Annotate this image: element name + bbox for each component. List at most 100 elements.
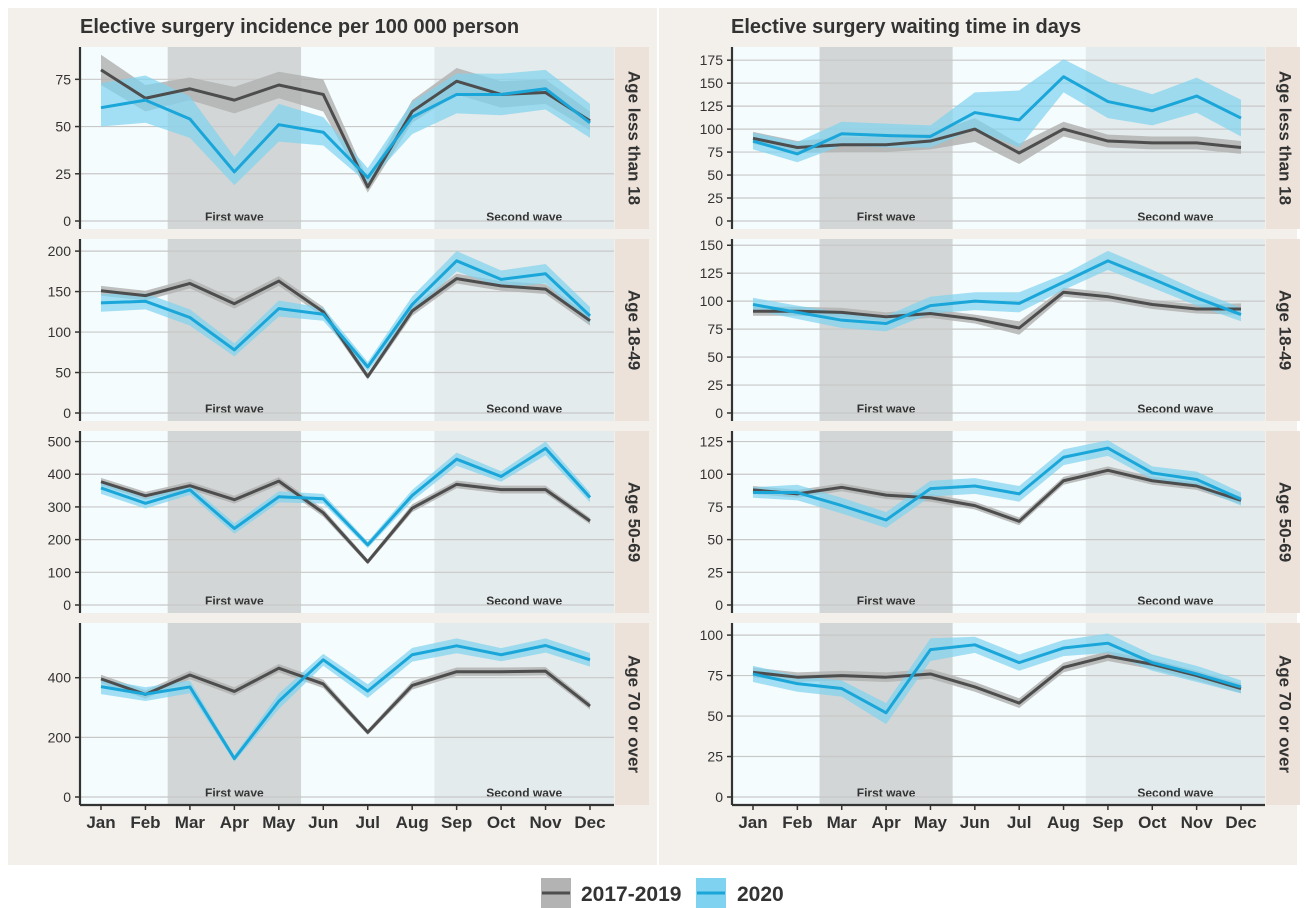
x-tick-label: Dec (574, 813, 605, 832)
wave-label: Second wave (1137, 786, 1213, 800)
confidence-band-current (101, 69, 590, 186)
confidence-band-current (101, 441, 590, 549)
y-tick-label: 200 (48, 729, 72, 745)
y-tick-label: 200 (48, 243, 72, 259)
y-tick-label: 0 (63, 597, 71, 613)
facet-2: First wave Second wave 0 25 50 75 100 125 150 Age… (700, 237, 1300, 421)
chart-title: Elective surgery waiting time in days (731, 16, 1081, 38)
wave-label: Second wave (486, 402, 562, 416)
facet-label: Age 70 or over (625, 655, 644, 773)
wave-label: Second wave (486, 594, 562, 608)
facet-strip (1266, 623, 1300, 805)
y-tick-label: 0 (63, 405, 71, 421)
y-tick-label: 400 (48, 466, 72, 482)
x-tick-label: Jul (1007, 813, 1032, 832)
x-tick-label: Nov (529, 813, 562, 832)
series-line-current (752, 75, 1242, 156)
x-tick-label: Jun (308, 813, 338, 832)
facet-strip (1266, 47, 1300, 229)
wave-label: First wave (205, 210, 264, 224)
y-tick-label: 75 (707, 321, 723, 337)
facet-strip (615, 431, 649, 613)
facet-label: Age 50-69 (625, 482, 644, 562)
series-line-baseline (752, 127, 1242, 155)
facet-label: Age 18-49 (625, 290, 644, 370)
x-tick-label: Mar (827, 813, 858, 832)
y-tick-label: 100 (700, 466, 724, 482)
x-tick-label: Aug (396, 813, 429, 832)
y-tick-label: 50 (55, 365, 71, 381)
series-line-baseline (752, 468, 1242, 523)
chart-title: Elective surgery incidence per 100 000 p… (80, 16, 519, 38)
series-line-current (100, 87, 591, 180)
wave-shade (167, 431, 302, 613)
facet-strip (1266, 431, 1300, 613)
y-tick-label: 100 (48, 564, 72, 580)
y-tick-label: 125 (700, 98, 724, 114)
x-tick-label: Jul (355, 813, 380, 832)
facet-label: Age 50-69 (1276, 482, 1295, 562)
series-line-baseline (100, 479, 591, 564)
y-tick-label: 50 (55, 119, 71, 135)
series-line-current (100, 259, 592, 369)
y-tick-label: 25 (707, 190, 723, 206)
x-tick-label: Feb (130, 813, 160, 832)
x-tick-label: Apr (220, 813, 250, 832)
facet-3: First wave Second wave 0 100 200 300 400 500 Age… (48, 431, 649, 613)
series-line-baseline (100, 666, 591, 734)
facet-label: Age less than 18 (625, 71, 644, 205)
facet-2: First wave Second wave 0 50 100 150 200 Age 18-… (48, 239, 649, 421)
facet-label: Age less than 18 (1276, 71, 1295, 205)
legend-item-2: 2020 (696, 878, 784, 908)
x-tick-label: Sep (1092, 813, 1123, 832)
y-tick-label: 200 (48, 532, 72, 548)
series-line-current (752, 641, 1242, 715)
x-tick-label: Jun (960, 813, 990, 832)
y-tick-label: 100 (700, 121, 724, 137)
wave-label: First wave (857, 402, 916, 416)
y-tick-label: 0 (715, 789, 723, 805)
wave-label: First wave (857, 210, 916, 224)
series-line-baseline (100, 277, 591, 379)
y-tick-label: 75 (707, 144, 723, 160)
y-tick-label: 400 (48, 670, 72, 686)
facet-1: First wave Second wave 0 25 50 75 Age less tha… (55, 47, 649, 229)
y-tick-label: 150 (48, 284, 72, 300)
y-tick-label: 100 (700, 627, 724, 643)
series-line-current (753, 446, 1242, 522)
legend: 2017-2019 2020 (541, 878, 784, 908)
x-tick-label: Aug (1047, 813, 1080, 832)
y-tick-label: 25 (707, 377, 723, 393)
y-tick-label: 50 (707, 532, 723, 548)
x-tick-label: Apr (871, 813, 901, 832)
facet-strip (615, 239, 649, 421)
y-tick-label: 100 (48, 324, 72, 340)
y-tick-label: 75 (707, 668, 723, 684)
x-tick-label: Dec (1225, 813, 1256, 832)
x-tick-label: Nov (1181, 813, 1214, 832)
wave-label: Second wave (486, 786, 562, 800)
y-tick-label: 25 (55, 166, 71, 182)
x-tick-label: May (914, 813, 948, 832)
facet-strip (1266, 239, 1300, 421)
y-tick-label: 0 (63, 789, 71, 805)
x-tick-label: Feb (782, 813, 812, 832)
plots: Elective surgery incidence per 100 000 p… (8, 8, 1300, 865)
y-tick-label: 175 (700, 52, 724, 68)
y-tick-label: 50 (707, 349, 723, 365)
wave-label: Second wave (1137, 210, 1213, 224)
y-tick-label: 0 (63, 213, 71, 229)
y-tick-label: 25 (707, 564, 723, 580)
legend-item-1: 2017-2019 (541, 878, 681, 908)
wave-label: First wave (205, 594, 264, 608)
x-tick-label: Oct (1138, 813, 1167, 832)
facet-1: First wave Second wave 0 25 50 75 100 125 150 175… (700, 47, 1300, 229)
y-tick-label: 125 (700, 434, 724, 450)
confidence-band-current (753, 250, 1241, 332)
y-tick-label: 50 (707, 167, 723, 183)
wave-label: Second wave (1137, 594, 1213, 608)
legend-label: 2017-2019 (581, 883, 681, 906)
legend-label: 2020 (737, 883, 784, 906)
wave-label: First wave (205, 786, 264, 800)
